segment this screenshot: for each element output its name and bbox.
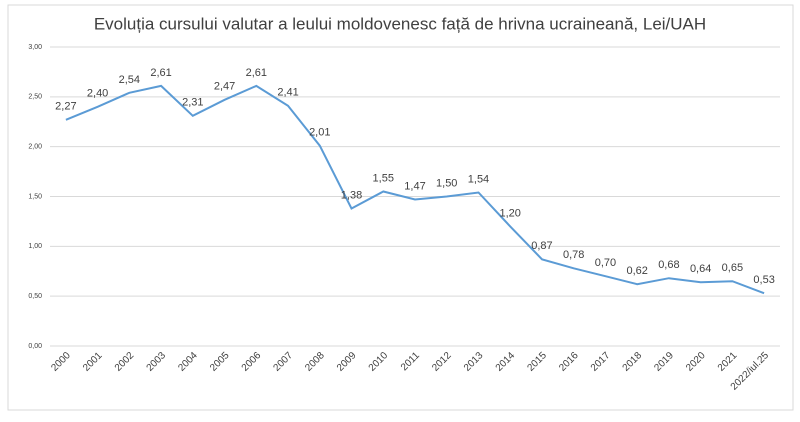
data-label: 1,47 [404,180,425,192]
data-label: 0,62 [626,265,647,277]
data-label: 1,38 [341,189,362,201]
data-label: 1,20 [500,207,521,219]
data-label: 1,50 [436,177,457,189]
y-tick-label: 2,50 [28,94,42,101]
data-label: 2,61 [150,67,171,79]
data-label: 2,40 [87,88,108,100]
data-label: 2,31 [182,97,203,109]
data-label: 2,41 [277,87,298,99]
data-label: 0,68 [658,259,679,271]
data-label: 2,61 [246,67,267,79]
data-label: 2,01 [309,127,330,139]
chart-border [7,4,794,411]
data-label: 2,27 [55,101,76,113]
chart-title: Evoluția cursului valutar a leului moldo… [94,14,706,33]
data-label: 0,78 [563,249,584,261]
data-label: 1,54 [468,173,489,185]
data-label: 0,65 [722,262,743,274]
data-label: 0,53 [753,274,774,286]
data-label: 0,87 [531,240,552,252]
data-label: 2,47 [214,81,235,93]
y-tick-label: 2,00 [28,144,42,151]
y-tick-label: 3,00 [28,44,42,51]
y-tick-label: 0,50 [28,293,42,300]
y-tick-label: 1,50 [28,193,42,200]
y-tick-label: 0,00 [28,343,42,350]
data-label: 0,64 [690,263,711,275]
y-tick-label: 1,00 [28,243,42,250]
data-label: 0,70 [595,257,616,269]
data-label: 1,55 [373,172,394,184]
data-line [65,84,765,295]
data-label: 2,54 [119,74,140,86]
